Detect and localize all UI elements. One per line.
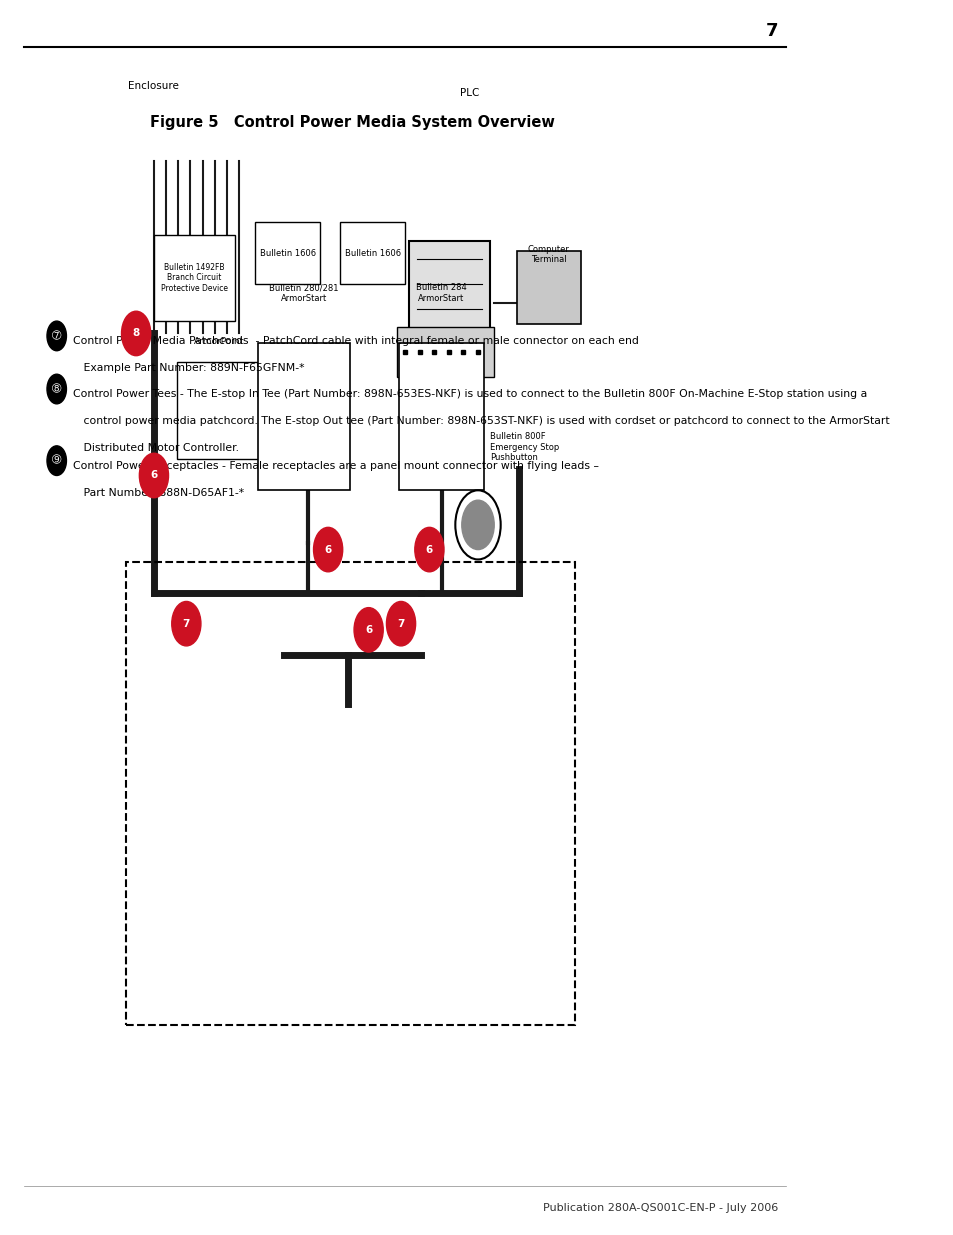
Text: ➆: ➆ bbox=[52, 331, 61, 341]
Circle shape bbox=[386, 601, 416, 646]
Text: 8: 8 bbox=[132, 329, 139, 338]
Text: Part Number: 888N-D65AF1-*: Part Number: 888N-D65AF1-* bbox=[72, 488, 244, 498]
FancyBboxPatch shape bbox=[255, 222, 319, 284]
Text: 6: 6 bbox=[365, 625, 372, 635]
Text: Figure 5   Control Power Media System Overview: Figure 5 Control Power Media System Over… bbox=[150, 115, 555, 130]
Circle shape bbox=[314, 527, 342, 572]
Text: Control Power Receptacles - Female receptacles are a panel mount connector with : Control Power Receptacles - Female recep… bbox=[72, 461, 598, 471]
Text: Bulletin 1606: Bulletin 1606 bbox=[259, 248, 315, 258]
Text: 7: 7 bbox=[764, 21, 777, 40]
Circle shape bbox=[139, 453, 169, 498]
Circle shape bbox=[121, 311, 151, 356]
Text: 7: 7 bbox=[397, 619, 404, 629]
FancyBboxPatch shape bbox=[396, 327, 494, 377]
FancyBboxPatch shape bbox=[409, 241, 490, 333]
Text: PLC: PLC bbox=[459, 88, 479, 98]
FancyBboxPatch shape bbox=[517, 251, 580, 324]
FancyBboxPatch shape bbox=[176, 362, 260, 459]
Circle shape bbox=[415, 527, 443, 572]
Text: ➇: ➇ bbox=[52, 384, 61, 394]
Text: Bulletin 280/281
ArmorStart: Bulletin 280/281 ArmorStart bbox=[269, 283, 338, 303]
Text: Enclosure: Enclosure bbox=[128, 82, 179, 91]
Text: Ethernet: Ethernet bbox=[427, 387, 463, 395]
Text: ArmorPoint: ArmorPoint bbox=[193, 337, 244, 346]
Text: Control Power Media Patchcords  - PatchCord cable with integral female or male c: Control Power Media Patchcords - PatchCo… bbox=[72, 336, 639, 346]
Text: Distributed Motor Controller.: Distributed Motor Controller. bbox=[72, 443, 238, 453]
Text: 6: 6 bbox=[324, 545, 332, 555]
Circle shape bbox=[47, 374, 67, 404]
Text: 7: 7 bbox=[182, 619, 190, 629]
Text: 6: 6 bbox=[425, 545, 433, 555]
FancyBboxPatch shape bbox=[340, 222, 405, 284]
Text: Example Part Number: 889N-F65GFNM-*: Example Part Number: 889N-F65GFNM-* bbox=[72, 363, 304, 373]
Text: Bulletin 800F
Emergency Stop
Pushbutton: Bulletin 800F Emergency Stop Pushbutton bbox=[490, 432, 558, 462]
Circle shape bbox=[354, 608, 383, 652]
Text: Control Power Tees - The E-stop In Tee (Part Number: 898N-653ES-NKF) is used to : Control Power Tees - The E-stop In Tee (… bbox=[72, 389, 866, 399]
FancyBboxPatch shape bbox=[153, 235, 234, 321]
Circle shape bbox=[47, 321, 67, 351]
FancyBboxPatch shape bbox=[257, 343, 350, 490]
Text: Bulletin 1492FB
Branch Circuit
Protective Device: Bulletin 1492FB Branch Circuit Protectiv… bbox=[161, 263, 228, 293]
Circle shape bbox=[172, 601, 201, 646]
Text: 6: 6 bbox=[151, 471, 157, 480]
Text: Computer
Terminal: Computer Terminal bbox=[527, 245, 569, 264]
Text: ➈: ➈ bbox=[52, 456, 61, 466]
Circle shape bbox=[47, 446, 67, 475]
Text: Publication 280A-QS001C-EN-P - July 2006: Publication 280A-QS001C-EN-P - July 2006 bbox=[542, 1203, 777, 1213]
FancyBboxPatch shape bbox=[399, 343, 483, 490]
Text: control power media patchcord. The E-stop Out tee (Part Number: 898N-653ST-NKF) : control power media patchcord. The E-sto… bbox=[72, 416, 888, 426]
Circle shape bbox=[461, 500, 494, 550]
Text: Bulletin 1606: Bulletin 1606 bbox=[344, 248, 400, 258]
Text: Bulletin 284
ArmorStart: Bulletin 284 ArmorStart bbox=[416, 283, 466, 303]
